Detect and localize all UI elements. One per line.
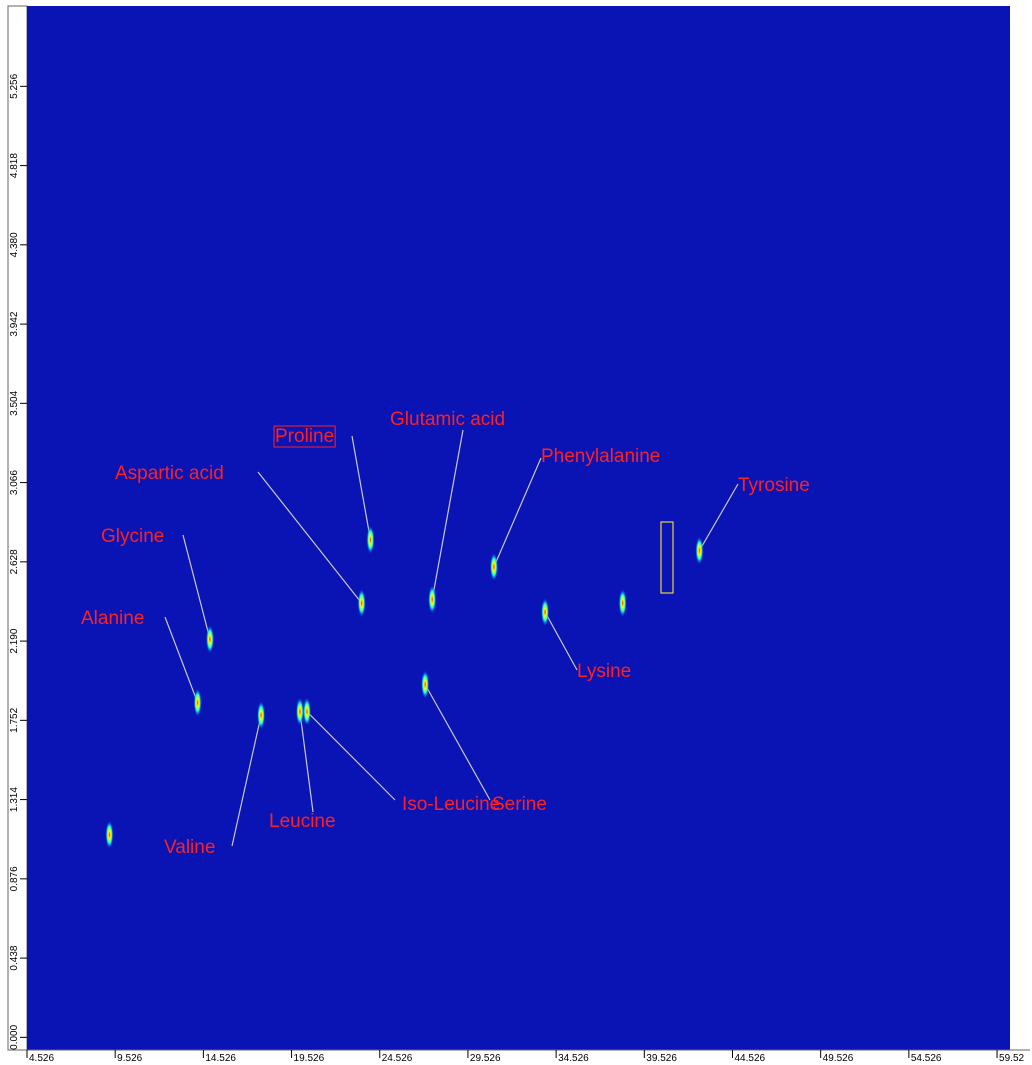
leader-line [299,711,314,813]
peak-label: Lysine [577,661,631,682]
peak [541,598,550,627]
y-tick-label: 4.380 [9,232,20,257]
peak [428,585,437,614]
x-tick-label: 34.526 [558,1053,589,1064]
peak-label: Valine [164,837,215,858]
peak [105,820,114,849]
y-tick-label: 3.504 [9,390,20,415]
y-tick-label: 5.256 [9,73,20,98]
y-tick-label: 0.438 [9,945,20,970]
peak [205,625,214,654]
leader-line [698,483,739,551]
leader-line [544,611,578,671]
leader-line [164,616,199,703]
x-tick-label: 59.52 [999,1053,1024,1064]
x-tick-label: 24.526 [382,1053,413,1064]
x-tick-label: 19.526 [294,1053,325,1064]
peak [366,525,375,554]
leader-line [351,435,372,540]
y-tick-label: 0.000 [9,1024,20,1049]
x-tick-label: 49.526 [823,1053,854,1064]
peak-label: Leucine [269,811,336,832]
x-tick-label: 14.526 [205,1053,236,1064]
peak [193,688,202,717]
peak-label: Tyrosine [738,475,810,496]
peak [421,670,430,699]
x-tick-label: 29.526 [470,1053,501,1064]
peak-label: Serine [492,794,547,815]
selection-box [660,521,674,594]
plot-area [27,6,1010,1050]
peak [295,697,304,726]
peak-label: Glutamic acid [390,409,505,430]
y-tick-label: 1.752 [9,707,20,732]
x-tick-label: 44.526 [734,1053,765,1064]
peak-label: Glycine [101,526,164,547]
peak [357,589,366,618]
x-tick-label: 9.526 [117,1053,142,1064]
leader-line [231,715,262,847]
peak-label: Iso-Leucine [402,794,500,815]
y-tick-label: 3.942 [9,311,20,336]
leader-line [182,534,211,640]
y-tick-label: 2.628 [9,549,20,574]
y-tick-label: 4.818 [9,153,20,178]
peak-label: Phenylalanine [541,446,660,467]
leader-line [306,711,396,801]
x-tick-label: 4.526 [29,1053,54,1064]
y-tick-label: 2.190 [9,628,20,653]
peak [618,589,627,618]
y-tick-label: 3.066 [9,470,20,495]
x-tick-label: 54.526 [911,1053,942,1064]
peak-label: Proline [275,426,334,447]
leader-line [424,684,491,801]
leader-line [257,471,363,604]
leader-line [431,429,464,600]
y-tick-label: 0.876 [9,866,20,891]
peak [695,536,704,565]
peak [257,701,266,730]
peak-label: Aspartic acid [115,463,224,484]
label-box [273,425,336,448]
peak [489,552,498,581]
x-tick-label: 39.526 [646,1053,677,1064]
y-tick-label: 1.314 [9,787,20,812]
peak-label: Alanine [81,608,144,629]
peak [302,697,311,726]
leader-line [493,457,542,568]
